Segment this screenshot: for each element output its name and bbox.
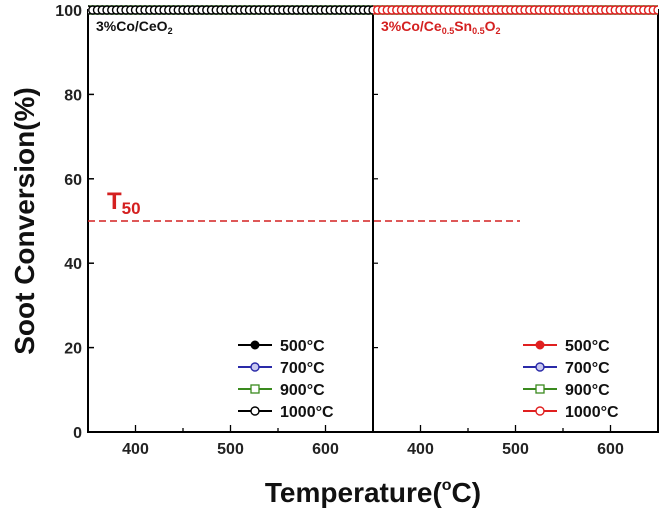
series-1000C-panel2 [373, 5, 658, 15]
x-axis-title: Temperature(oC) [265, 477, 481, 508]
data-point [368, 5, 373, 15]
legend-entry: 1000°C [238, 404, 334, 421]
legend-label: 900°C [565, 382, 610, 399]
legend-entry: 900°C [238, 382, 325, 399]
legend-entry: 500°C [238, 338, 325, 355]
panel-title-1: 3%Co/CeO2 [96, 18, 173, 36]
data-point [653, 5, 658, 15]
y-axis-title: Soot Conversion(%) [9, 87, 40, 355]
legend-label: 1000°C [280, 404, 334, 421]
legend-label: 900°C [280, 382, 325, 399]
t50-label: T50 [107, 188, 141, 218]
y-tick-label: 20 [64, 341, 82, 358]
panel-frame-2 [372, 9, 659, 433]
legend-entry: 500°C [523, 338, 610, 355]
x-tick-label: 500 [217, 441, 244, 458]
legend-entry: 900°C [523, 382, 610, 399]
x-tick-label: 400 [407, 441, 434, 458]
x-tick-label: 600 [312, 441, 339, 458]
x-tick-label: 500 [502, 441, 529, 458]
legend-entry: 1000°C [523, 404, 619, 421]
data-point [250, 340, 260, 350]
y-tick-label: 60 [64, 172, 82, 189]
legend-label: 1000°C [565, 404, 619, 421]
data-point [535, 384, 545, 394]
legend-label: 500°C [280, 338, 325, 355]
legend-entry: 700°C [238, 360, 325, 377]
y-tick-label: 0 [73, 425, 82, 442]
data-point [535, 340, 545, 350]
data-point [250, 362, 260, 372]
series-1000C-panel1 [88, 5, 373, 15]
y-tick-label: 100 [55, 3, 82, 20]
y-tick-label: 40 [64, 256, 82, 273]
x-tick-label: 400 [122, 441, 149, 458]
panel-title-2: 3%Co/Ce0.5Sn0.5O2 [381, 18, 501, 36]
data-point [250, 384, 260, 394]
legend-label: 700°C [280, 360, 325, 377]
y-tick-label: 80 [64, 87, 82, 104]
data-point [250, 406, 260, 416]
x-tick-label: 600 [597, 441, 624, 458]
legend-entry: 700°C [523, 360, 610, 377]
data-point [535, 362, 545, 372]
legend-label: 500°C [565, 338, 610, 355]
legend-label: 700°C [565, 360, 610, 377]
data-point [535, 406, 545, 416]
